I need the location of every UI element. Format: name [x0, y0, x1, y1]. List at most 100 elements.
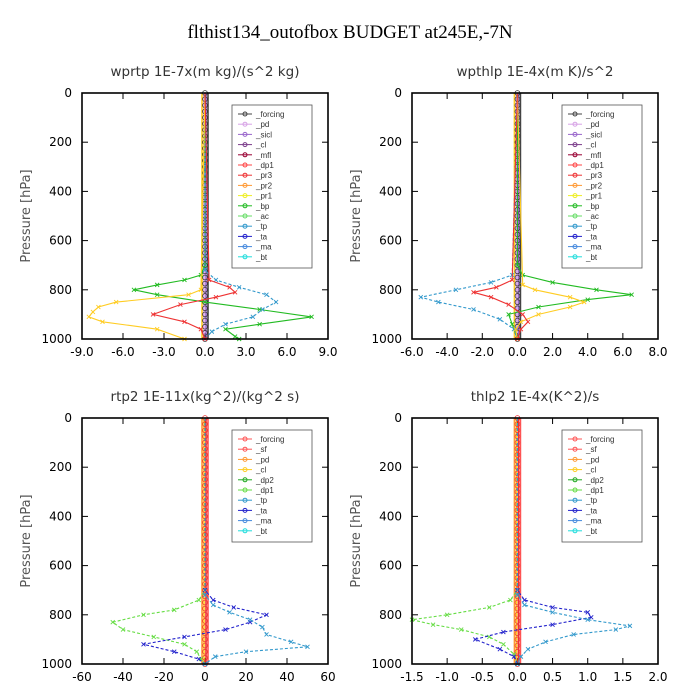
- y-tick-label: 200: [49, 460, 72, 474]
- x-tick-label: -6.0: [400, 345, 423, 359]
- series-marker: [488, 294, 494, 300]
- series-marker: [506, 312, 511, 317]
- legend-marker: [242, 111, 248, 117]
- y-axis-label: Pressure [hPa]: [349, 494, 364, 587]
- y-tick-label: 600: [49, 234, 72, 248]
- series-line-4: [473, 92, 529, 340]
- zero-line-marker: [514, 476, 521, 483]
- series-marker: [550, 280, 555, 285]
- legend-entry: _ma: [255, 243, 272, 252]
- zero-line-marker: [202, 421, 208, 427]
- chart-panel-3: rtp2 1E-11x(kg^2)/(kg^2 s) Pressure [hPa]…: [19, 389, 336, 684]
- x-tick-label: 6.0: [277, 345, 296, 359]
- series-marker: [86, 314, 92, 320]
- legend-entry: _sicl: [585, 130, 602, 139]
- series-marker: [488, 280, 494, 285]
- zero-line-marker: [514, 611, 521, 618]
- zero-line-marker: [202, 317, 208, 324]
- legend-marker: [572, 244, 578, 250]
- legend-marker: [572, 152, 578, 158]
- zero-line-marker: [514, 642, 521, 649]
- series-marker: [178, 302, 183, 307]
- series-marker: [113, 299, 119, 305]
- series-marker: [223, 627, 228, 632]
- series-marker: [227, 610, 232, 615]
- series-marker: [508, 597, 513, 603]
- zero-line-marker: [202, 274, 208, 281]
- legend-marker: [572, 233, 578, 239]
- legend-marker: [242, 182, 248, 188]
- series-marker: [567, 294, 573, 300]
- series-marker: [550, 610, 555, 615]
- series-marker: [497, 317, 503, 322]
- legend-entry: _ma: [255, 517, 272, 526]
- x-tick-label: 0.5: [543, 670, 562, 684]
- x-tick-label: 0.0: [508, 670, 527, 684]
- series-marker: [223, 326, 228, 332]
- series-marker: [182, 319, 187, 325]
- series-marker: [511, 654, 517, 659]
- legend-entry: _pd: [585, 455, 599, 464]
- legend-entry: _bp: [255, 202, 270, 211]
- series-marker: [90, 309, 96, 315]
- zero-line-marker: [514, 630, 521, 637]
- series-marker: [513, 326, 518, 332]
- series-marker: [436, 299, 441, 305]
- legend-entry: _bp: [585, 202, 600, 211]
- series-marker: [231, 605, 237, 610]
- legend-marker: [242, 477, 248, 483]
- x-tick-label: 2.0: [543, 345, 562, 359]
- series-marker: [522, 597, 527, 603]
- zero-line-marker: [514, 501, 521, 507]
- zero-line-marker: [514, 293, 521, 299]
- x-tick-label: 1.0: [578, 670, 597, 684]
- legend-entry: _dp1: [585, 486, 604, 495]
- y-tick-label: 200: [49, 135, 72, 149]
- x-tick-label: -6.0: [111, 345, 134, 359]
- legend-entry: _ma: [585, 517, 602, 526]
- x-tick-label: 2.0: [648, 670, 667, 684]
- series-marker: [418, 294, 424, 300]
- y-tick-label: 600: [379, 234, 402, 248]
- series-marker: [154, 292, 160, 298]
- legend-entry: _cl: [585, 466, 596, 475]
- legend-marker: [572, 446, 578, 452]
- series-marker: [202, 592, 208, 598]
- series-marker: [567, 304, 573, 310]
- series-marker: [585, 610, 591, 615]
- legend-marker: [572, 182, 578, 188]
- zero-line-marker: [202, 636, 208, 643]
- x-tick-label: 0.0: [195, 345, 214, 359]
- series-marker: [486, 605, 492, 610]
- series-marker: [171, 649, 177, 655]
- legend-marker: [242, 203, 248, 209]
- legend-marker: [242, 213, 248, 219]
- series-marker: [497, 646, 503, 652]
- legend-entry: _sf: [585, 445, 597, 454]
- zero-line-marker: [202, 452, 208, 458]
- series-marker: [444, 612, 450, 618]
- x-tick-label: -40: [113, 670, 133, 684]
- legend-marker: [242, 487, 248, 493]
- y-tick-label: 400: [379, 509, 402, 523]
- chart-panel-4: thlp2 1E-4x(K^2)/s Pressure [hPa] -1.5 -1.0…: [349, 389, 668, 684]
- legend-entry: _tp: [255, 222, 268, 231]
- series-marker: [550, 622, 555, 627]
- legend-marker: [242, 436, 248, 442]
- series-marker: [571, 632, 576, 637]
- y-axis-label: Pressure [hPa]: [19, 169, 34, 262]
- series-marker: [232, 334, 238, 339]
- zero-line-marker: [514, 323, 521, 330]
- legend-marker: [572, 487, 578, 493]
- series-line-3: [87, 92, 206, 340]
- zero-line-marker: [514, 636, 521, 643]
- y-tick-label: 1000: [371, 332, 402, 346]
- zero-line-marker: [202, 532, 208, 538]
- zero-line-marker: [514, 599, 521, 606]
- legend-marker: [242, 142, 248, 148]
- legend-entry: _pr1: [585, 192, 603, 201]
- series-marker: [150, 312, 156, 317]
- legend-entry: _bt: [255, 527, 268, 536]
- series-marker: [525, 646, 531, 652]
